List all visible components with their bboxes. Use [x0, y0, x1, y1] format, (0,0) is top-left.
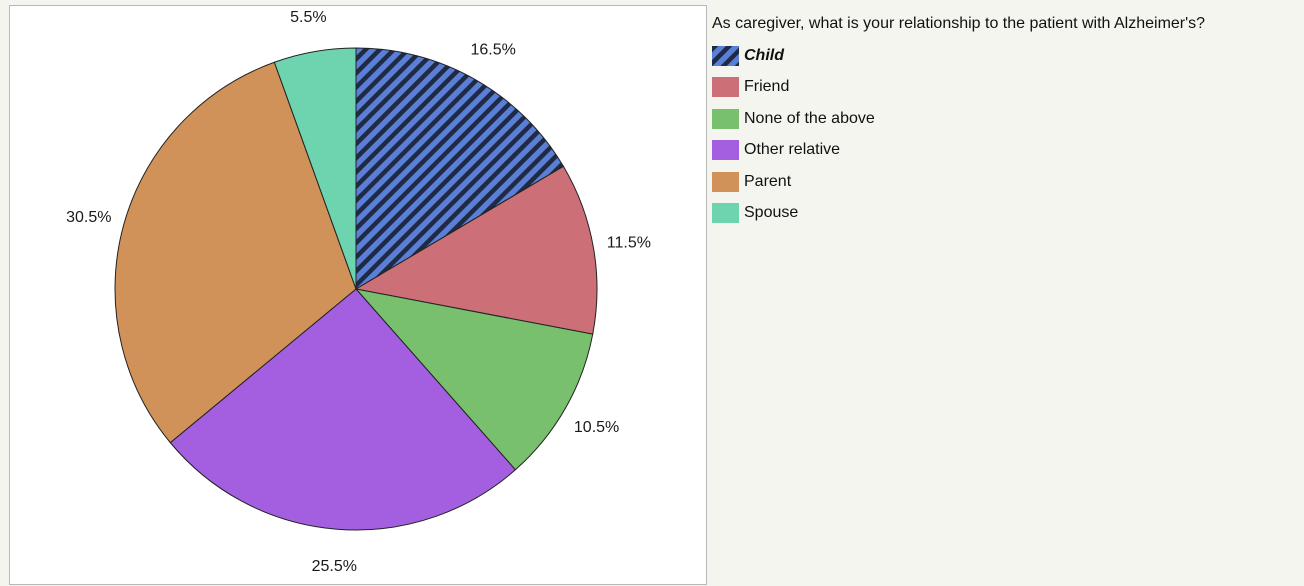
chart-panel: 16.5% 11.5% 10.5% 25.5% 30.5% 5.5%: [9, 5, 707, 585]
legend-item-child[interactable]: Child: [712, 40, 1302, 72]
slice-label-spouse: 5.5%: [290, 9, 326, 26]
legend-label-parent: Parent: [744, 172, 792, 190]
pie-slice-child[interactable]: [355, 47, 565, 290]
legend-item-other-relative[interactable]: Other relative: [712, 135, 1302, 167]
slice-label-none-of-the-above: 10.5%: [574, 419, 619, 436]
legend-label-child: Child: [744, 46, 784, 64]
legend-swatch-none-of-the-above: [712, 108, 739, 129]
legend-title: As caregiver, what is your relationship …: [712, 15, 1206, 32]
slice-label-child: 16.5%: [471, 41, 516, 58]
legend-swatch-other-relative: [712, 140, 739, 161]
legend-item-friend[interactable]: Friend: [712, 72, 1302, 104]
pie-slice-spouse[interactable]: [273, 47, 357, 290]
legend-item-parent[interactable]: Parent: [712, 166, 1302, 198]
pie-chart: 16.5% 11.5% 10.5% 25.5% 30.5% 5.5%: [66, 9, 651, 575]
slice-label-parent: 30.5%: [66, 209, 111, 226]
pie-slice-other-relative[interactable]: [169, 288, 517, 531]
pie-slices: [114, 47, 598, 531]
pie-slice-friend[interactable]: [354, 165, 598, 335]
legend-item-spouse[interactable]: Spouse: [712, 198, 1302, 230]
legend: As caregiver, what is your relationship …: [712, 15, 1302, 229]
legend-label-spouse: Spouse: [744, 204, 799, 222]
legend-items: Child Friend None of the above Other relati…: [712, 40, 1302, 229]
legend-label-other-relative: Other relative: [744, 141, 841, 159]
legend-swatch-parent: [712, 171, 739, 192]
legend-item-none-of-the-above[interactable]: None of the above: [712, 103, 1302, 135]
legend-label-none-of-the-above: None of the above: [744, 109, 875, 127]
pie-slice-none-of-the-above[interactable]: [354, 288, 594, 471]
slice-label-friend: 11.5%: [607, 234, 651, 251]
legend-label-friend: Friend: [744, 78, 790, 96]
slice-label-other-relative: 25.5%: [312, 558, 357, 575]
legend-swatch-child: [712, 45, 739, 66]
pie-slice-parent[interactable]: [114, 61, 357, 444]
legend-swatch-spouse: [712, 203, 739, 224]
legend-swatch-friend: [712, 77, 739, 98]
